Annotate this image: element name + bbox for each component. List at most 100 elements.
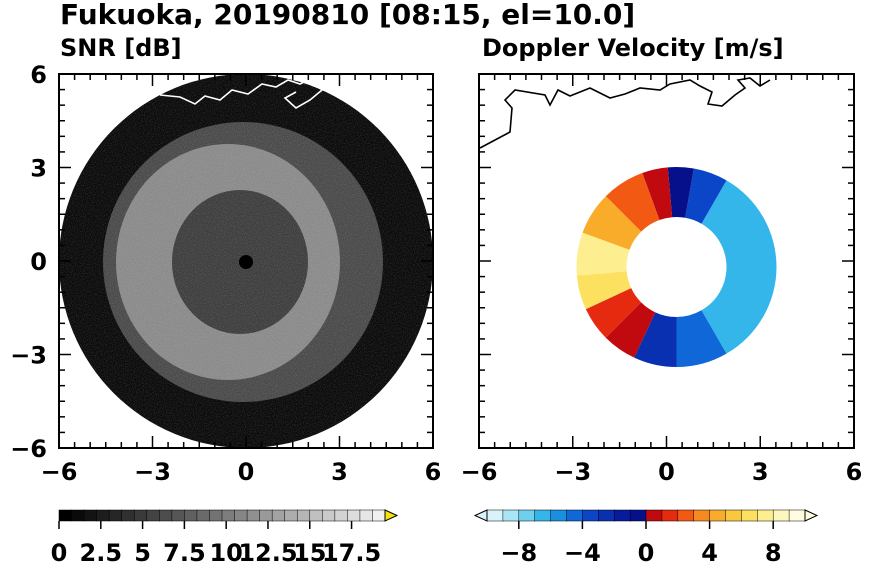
snr-colorbar-label: 2.5 [80, 539, 123, 567]
figure-title: Fukuoka, 20190810 [08:15, el=10.0] [60, 0, 635, 31]
velocity-colorbar-cell [788, 509, 806, 522]
velocity-wedge [585, 288, 642, 338]
snr-colorbar-label: 12.5 [238, 539, 297, 567]
snr-colorbar-label: 10 [209, 539, 242, 567]
snr-colorbar-cell [322, 509, 336, 522]
velocity-colorbar-cell [645, 509, 663, 522]
velocity-colorbar-cell [772, 509, 790, 522]
velocity-colorbar-cell [741, 509, 759, 522]
velocity-colorbar-cell [582, 509, 600, 522]
velocity-colorbar-label: −4 [564, 539, 601, 567]
velocity-wedge [667, 167, 694, 218]
velocity-ring [576, 167, 777, 367]
left-plot-area [59, 74, 433, 448]
right-panel-title: Doppler Velocity [m/s] [482, 34, 784, 62]
x-tick-label: −6 [461, 458, 498, 486]
radar-center [239, 255, 253, 269]
velocity-colorbar: −8 −4 0 4 8 [473, 509, 819, 567]
y-tick-label: 3 [30, 155, 47, 183]
snr-colorbar-cell [133, 509, 148, 522]
snr-colorbar-label: 0 [51, 539, 68, 567]
snr-colorbar-cell [221, 509, 236, 522]
velocity-colorbar-cell [550, 509, 568, 522]
snr-colorbar-label: 15 [293, 539, 326, 567]
y-tick-label: −6 [10, 435, 47, 463]
coastline-right [479, 77, 771, 149]
velocity-wedge [582, 196, 642, 250]
velocity-colorbar-cell [534, 509, 552, 522]
velocity-colorbar-cell [613, 509, 631, 522]
snr-colorbar-cell [359, 509, 374, 522]
snr-colorbar-cell [196, 509, 211, 522]
x-tick-label: −6 [41, 458, 78, 486]
velocity-colorbar-cell [629, 509, 647, 522]
x-tick-label: 0 [658, 458, 675, 486]
snr-colorbar-cell [146, 509, 161, 522]
snr-colorbar-cell [71, 509, 85, 522]
snr-colorbar-cell [184, 509, 198, 522]
velocity-colorbar-label: 0 [638, 539, 655, 567]
x-tick-label: −3 [134, 458, 171, 486]
velocity-colorbar-cell [709, 509, 727, 522]
x-tick-label: 3 [331, 458, 348, 486]
snr-colorbar-cell [309, 509, 324, 522]
snr-colorbar-cell [347, 509, 361, 522]
x-tick-label: 6 [846, 458, 863, 486]
snr-colorbar-cell [246, 509, 261, 522]
velocity-wedge [676, 310, 727, 367]
y-tick-label: 0 [30, 248, 47, 276]
snr-colorbar-label: 17.5 [322, 539, 381, 567]
velocity-colorbar-label: −8 [500, 539, 537, 567]
velocity-wedge [634, 312, 677, 367]
x-tick-label: −3 [554, 458, 591, 486]
velocity-colorbar-label: 8 [765, 539, 782, 567]
snr-colorbar-cell [372, 509, 386, 522]
velocity-colorbar-cell [598, 509, 615, 522]
velocity-wedge [576, 271, 632, 310]
snr-colorbar-cell [121, 509, 135, 522]
velocity-colorbar-cell [725, 509, 743, 522]
snr-colorbar-cell [209, 509, 223, 522]
snr-colorbar-cell [58, 509, 73, 522]
velocity-colorbar-cell [518, 509, 536, 522]
x-tick-label: 6 [425, 458, 442, 486]
coastline-left [159, 77, 324, 109]
snr-colorbar-cell [296, 509, 311, 522]
x-tick-label: 3 [752, 458, 769, 486]
snr-colorbar-cell [284, 509, 298, 522]
snr-colorbar-cell [271, 509, 286, 522]
velocity-colorbar-cell [757, 509, 774, 522]
velocity-wedge [701, 180, 777, 354]
velocity-wedge [576, 232, 630, 276]
velocity-wedge [605, 302, 656, 358]
velocity-colorbar-cell [677, 509, 695, 522]
snr-colorbar-cell [83, 509, 98, 522]
snr-colorbar-cell [159, 509, 173, 522]
snr-colorbar-cell [334, 509, 349, 522]
snr-colorbar-cell [108, 509, 123, 522]
velocity-wedge [605, 173, 660, 232]
left-axis-ticks: −6 −3 0 3 6 6 3 0 −3 −6 [10, 61, 441, 486]
velocity-wedge [642, 167, 673, 221]
snr-colorbar-label: 5 [134, 539, 151, 567]
velocity-colorbar-cell [693, 509, 711, 522]
velocity-colorbar-cell [661, 509, 679, 522]
snr-colorbar-cell [171, 509, 186, 522]
y-tick-label: 6 [30, 61, 47, 89]
velocity-colorbar-cell [486, 509, 504, 522]
velocity-colorbar-extend-max [804, 509, 819, 522]
right-plot-area [479, 74, 854, 448]
right-axis-ticks: −6 −3 0 3 6 [461, 73, 863, 486]
snr-colorbar-cell [234, 509, 248, 522]
left-panel-title: SNR [dB] [60, 34, 182, 62]
velocity-colorbar-extend-min [473, 509, 488, 522]
y-tick-label: −3 [10, 342, 47, 370]
snr-colorbar-extend [384, 509, 399, 522]
snr-colorbar-cell [96, 509, 110, 522]
velocity-wedge [685, 168, 727, 224]
snr-colorbar-label: 7.5 [163, 539, 206, 567]
x-tick-label: 0 [238, 458, 255, 486]
velocity-colorbar-cell [566, 509, 584, 522]
